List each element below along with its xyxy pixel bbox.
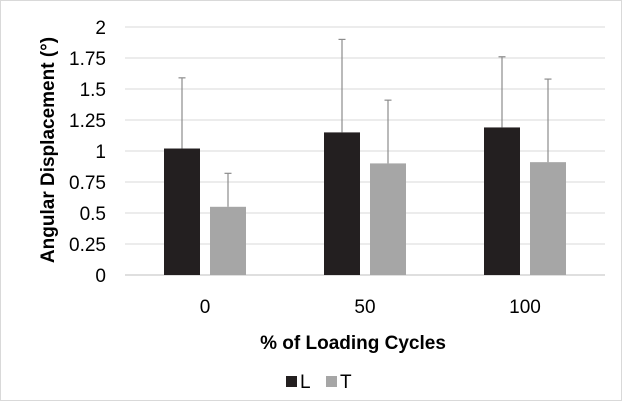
x-tick-label: 0 [200,297,211,318]
bar-L-0 [164,148,200,275]
y-tick-label: 0.75 [69,173,106,194]
gridlines [125,26,605,276]
legend-label-L: L [300,372,311,393]
y-tick-label: 0 [95,266,106,287]
legend-swatch-L [286,376,297,387]
legend-swatch-T [326,376,337,387]
y-axis-title: Angular Displacement (°) [38,37,59,263]
bar-L-100 [484,127,520,275]
y-tick-label: 0.5 [80,204,106,225]
y-tick-label: 0.25 [69,235,106,256]
y-tick-label: 1 [95,142,106,163]
error-bars [178,38,552,207]
y-tick-label: 1.75 [69,49,106,70]
x-tick-label: 50 [354,297,375,318]
y-tick-labels: 0 0.25 0.5 0.75 1 1.25 1.5 1.75 2 [69,18,106,287]
bar-L-50 [324,132,360,275]
legend-label-T: T [340,372,352,393]
y-tick-label: 1.5 [80,80,106,101]
x-tick-label: 100 [509,297,541,318]
bar-T-0 [210,206,246,275]
bar-T-100 [530,162,566,275]
x-tick-labels: 0 50 100 [200,297,541,318]
bars [164,127,566,275]
x-axis-title: % of Loading Cycles [260,333,446,354]
y-tick-label: 1.25 [69,111,106,132]
bar-T-50 [370,163,406,275]
y-tick-label: 2 [95,18,106,39]
